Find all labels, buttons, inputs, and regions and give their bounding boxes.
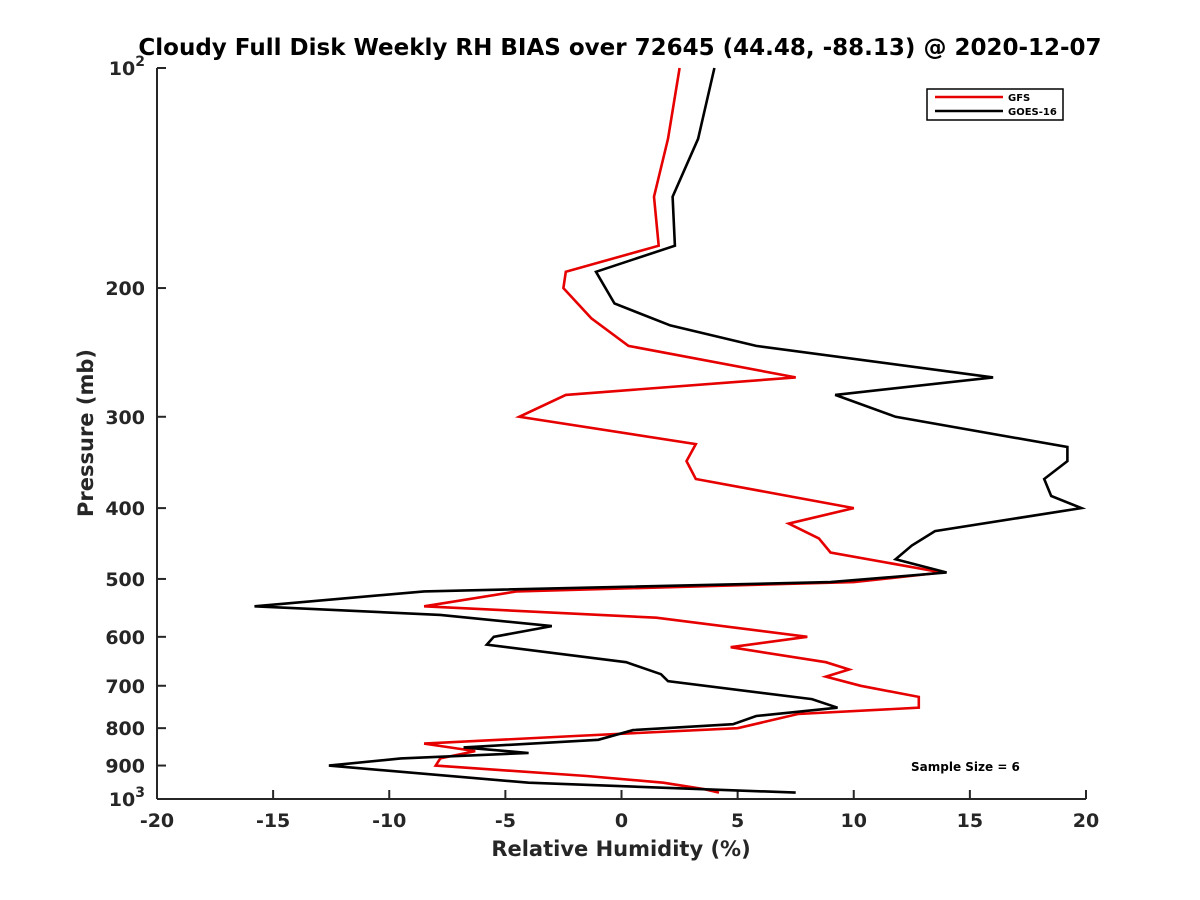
y-tick-label: 700 bbox=[105, 676, 145, 698]
y-tick-label: 400 bbox=[105, 498, 145, 520]
sample-size-annotation: Sample Size = 6 bbox=[911, 760, 1020, 774]
x-tick-label: -20 bbox=[140, 810, 174, 832]
y-tick-label: 500 bbox=[105, 569, 145, 591]
y-tick-label: 800 bbox=[105, 718, 145, 740]
x-tick-label: 10 bbox=[841, 810, 867, 832]
y-tick-label: 300 bbox=[105, 407, 145, 429]
series-layer bbox=[254, 67, 1087, 794]
series-line-goes16 bbox=[254, 67, 1087, 794]
x-tick-label: 5 bbox=[731, 810, 744, 832]
y-tick-label: 103 bbox=[109, 785, 145, 811]
legend-box bbox=[926, 88, 1064, 121]
y-tick-label: 600 bbox=[105, 627, 145, 649]
y-tick-label: 102 bbox=[109, 54, 145, 80]
legend-label-goes16: GOES-16 bbox=[1008, 107, 1057, 118]
x-ticks: -20 -15 -10 -5 0 5 10 15 20 bbox=[140, 790, 1099, 832]
series-line-gfs bbox=[423, 67, 943, 794]
y-tick-label: 200 bbox=[105, 278, 145, 300]
y-ticks: 102 200 300 400 500 600 700 800 900 103 bbox=[105, 54, 166, 811]
x-tick-label: 15 bbox=[957, 810, 983, 832]
y-axis-label: Pressure (mb) bbox=[74, 349, 98, 517]
x-tick-label: -15 bbox=[256, 810, 290, 832]
x-tick-label: -5 bbox=[495, 810, 516, 832]
legend-label-gfs: GFS bbox=[1008, 93, 1030, 104]
x-tick-label: 20 bbox=[1073, 810, 1099, 832]
x-axis-label: Relative Humidity (%) bbox=[491, 837, 750, 861]
x-tick-label: 0 bbox=[615, 810, 628, 832]
chart-title: Cloudy Full Disk Weekly RH BIAS over 726… bbox=[138, 35, 1101, 61]
y-tick-label: 900 bbox=[105, 756, 145, 778]
x-tick-label: -10 bbox=[372, 810, 406, 832]
legend: GFS GOES-16 bbox=[926, 88, 1064, 121]
